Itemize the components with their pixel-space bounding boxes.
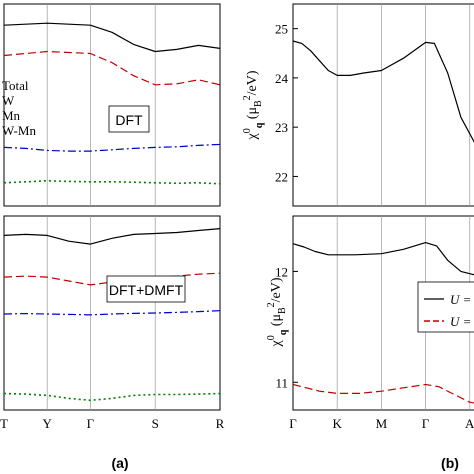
- x-tick-label-b-bottom-0: Γ: [289, 416, 297, 431]
- panel-label-b: (b): [441, 455, 459, 471]
- series-line-b-bottom-1: [292, 383, 474, 404]
- series-line-a-bottom-3: [3, 392, 221, 402]
- legend-entry-mn: Mn: [2, 108, 21, 123]
- y-tick-label-b-top-0: 22: [275, 169, 288, 184]
- plot-frame-b-top: [292, 3, 474, 207]
- grid-a-top: [46, 4, 156, 206]
- y-axis-label-b-top: χ0q (μB2/eV): [242, 70, 265, 140]
- annotation-box-dft: [108, 105, 150, 133]
- series-lines-a-bottom: [3, 228, 221, 402]
- x-tick-label-b-bottom-3: Γ: [422, 416, 430, 431]
- y-tick-labels-b-top: 22 23 24 25: [275, 22, 298, 184]
- panel-a-bottom: DFT+DMFT T Y Γ S R: [0, 215, 225, 431]
- x-tick-label-b-bottom-1: K: [332, 416, 342, 431]
- series-line-a-bottom-2: [3, 310, 221, 316]
- plot-frame-a-bottom: [3, 215, 221, 411]
- legend-entry-w-mn: W-Mn: [2, 123, 36, 138]
- y-axis-label-b-bottom: χ0q (μB2/eV): [266, 277, 289, 347]
- legend-entry-u0: U = 0: [450, 292, 474, 307]
- series-line-a-bottom-0: [3, 228, 221, 245]
- panel-b-top: 22 23 24 25 χ0q (μB2/eV): [242, 3, 474, 207]
- y-axis-label-b-bottom-text: χ0q (μB2/eV): [266, 277, 289, 347]
- series-line-a-top-2: [3, 143, 221, 152]
- x-tick-label-a-bottom-4: R: [216, 416, 225, 431]
- x-tick-label-b-bottom-2: M: [376, 416, 388, 431]
- legend-entry-total: Total: [2, 78, 29, 93]
- y-tick-label-b-top-3: 25: [275, 22, 288, 37]
- series-line-b-bottom-0: [292, 242, 474, 276]
- y-tick-label-b-top-2: 24: [275, 71, 289, 86]
- legend-box-b: [417, 281, 474, 333]
- x-tick-label-a-bottom-3: S: [152, 416, 159, 431]
- series-lines-b-bottom: [292, 242, 474, 404]
- series-line-a-top-3: [3, 180, 221, 185]
- x-tick-label-a-bottom-0: T: [0, 416, 8, 431]
- y-axis-label-b-top-text: χ0q (μB2/eV): [242, 70, 265, 140]
- legend-entry-w: W: [2, 93, 15, 108]
- annotation-dft-dmft: DFT+DMFT: [109, 282, 184, 298]
- series-lines-a-top: [3, 22, 221, 185]
- legend-a-top: Total W Mn W-Mn: [2, 78, 36, 138]
- plot-frame-b-bottom: [292, 215, 474, 411]
- series-line-b-top-0: [292, 40, 474, 143]
- x-tick-label-a-bottom-2: Γ: [87, 416, 95, 431]
- panel-b-bottom: 11 12 Γ K M Γ A χ0q (μB2/eV) U = 0 U =: [266, 215, 474, 431]
- series-lines-b-top: [292, 40, 474, 143]
- legend-entry-u: U =: [450, 314, 471, 329]
- x-tick-label-b-bottom-4: A: [465, 416, 474, 431]
- x-tick-label-a-bottom-1: Y: [43, 416, 53, 431]
- y-tick-label-b-bottom-1: 12: [275, 264, 288, 279]
- y-tick-label-b-top-1: 23: [275, 120, 288, 135]
- panel-a-top: Total W Mn W-Mn DFT: [2, 3, 221, 207]
- series-line-a-top-1: [3, 50, 221, 86]
- y-tick-labels-b-bottom: 11 12: [275, 264, 298, 390]
- y-tick-label-b-bottom-0: 11: [275, 375, 288, 390]
- plot-frame-a-top: [3, 3, 221, 207]
- legend-b-bottom: U = 0 U =: [417, 281, 474, 333]
- annotation-dft: DFT: [115, 112, 143, 128]
- annotation-box-dft-dmft: [106, 275, 186, 303]
- series-line-a-top-0: [3, 22, 221, 53]
- grid-b-top: [336, 4, 471, 206]
- panel-label-a: (a): [111, 455, 128, 471]
